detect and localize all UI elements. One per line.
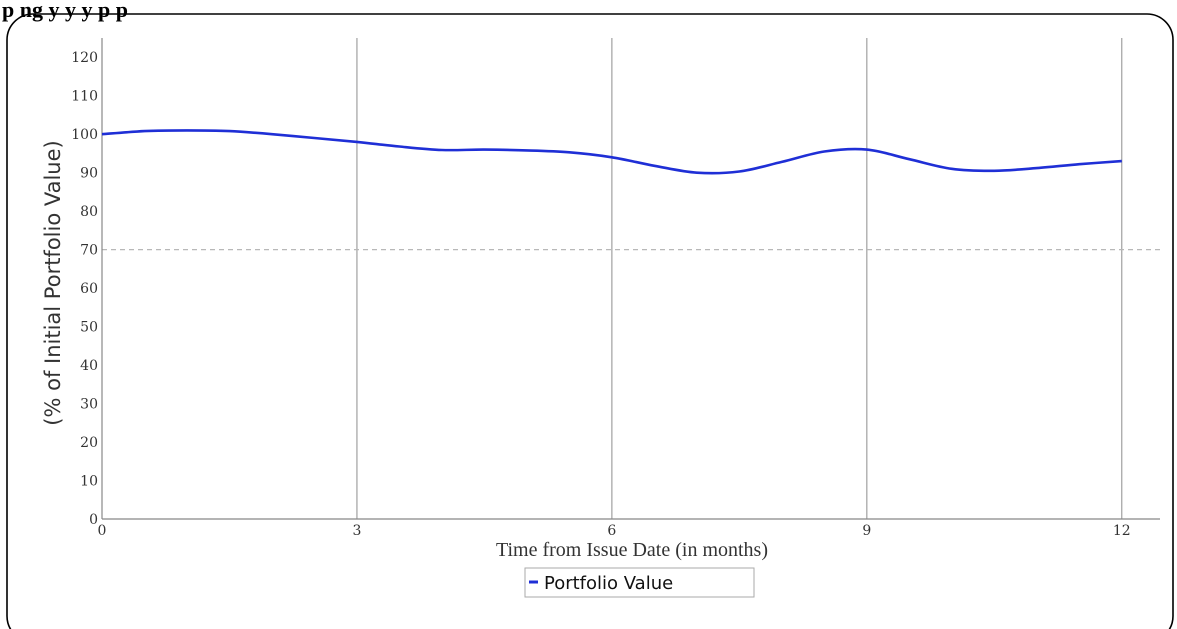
y-tick-label-100: 100 [71, 127, 98, 143]
legend: Portfolio Value [524, 567, 755, 598]
axes [101, 38, 1160, 520]
y-tick-label-30: 30 [80, 397, 98, 413]
y-tick-labels: 0 10 20 30 40 50 60 70 80 90 100 110 120 [71, 50, 98, 528]
y-tick-label-40: 40 [80, 358, 98, 374]
y-tick-label-70: 70 [80, 243, 98, 259]
y-tick-label-80: 80 [80, 204, 98, 220]
header-text: p ng y y y p p [2, 0, 128, 22]
y-tick-label-0: 0 [89, 512, 98, 528]
x-tick-label-6: 6 [607, 523, 616, 539]
y-tick-label-10: 10 [80, 474, 98, 490]
series-line-portfolio-value [101, 129, 1122, 175]
x-tick-label-9: 9 [862, 523, 871, 539]
x-tick-label-0: 0 [98, 523, 107, 539]
y-axis-title: (% of Initial Portfolio Value) [41, 140, 65, 425]
y-tick-label-60: 60 [80, 281, 98, 297]
x-tick-labels: 0 3 6 9 12 [98, 523, 1131, 539]
x-tick-label-12: 12 [1113, 523, 1131, 539]
y-tick-label-20: 20 [80, 435, 98, 451]
y-tick-label-110: 110 [71, 89, 98, 105]
grid [356, 38, 1123, 519]
y-tick-label-90: 90 [80, 166, 98, 182]
legend-box [524, 567, 755, 598]
y-tick-label-120: 120 [71, 50, 98, 66]
chart-frame [6, 13, 1174, 629]
series-layer [101, 129, 1122, 175]
y-tick-label-50: 50 [80, 320, 98, 336]
legend-label: Portfolio Value [544, 573, 673, 594]
x-axis-title: Time from Issue Date (in months) [496, 539, 768, 561]
x-tick-label-3: 3 [352, 523, 361, 539]
